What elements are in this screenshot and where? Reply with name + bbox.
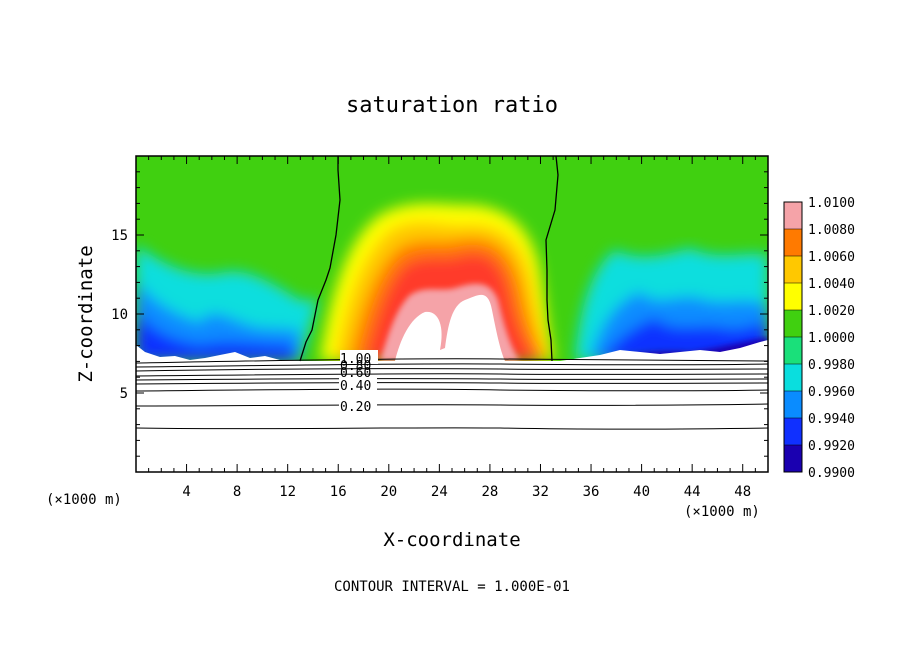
contour-boundary-left [299, 156, 341, 362]
colorbar-swatch [784, 445, 802, 472]
colorbar-label: 0.9900 [808, 466, 855, 481]
contour-lines [136, 358, 768, 430]
contour-interval-note: CONTOUR INTERVAL = 1.000E-01 [334, 579, 570, 595]
x-tick-label: 48 [734, 484, 751, 500]
colorbar-label: 1.0020 [808, 304, 855, 319]
x-tick-label: 28 [481, 484, 498, 500]
heatmap-core-gap [395, 294, 505, 361]
x-unit-label-right: (×1000 m) [684, 504, 760, 520]
colorbar: 1.0100 1.0080 1.0060 1.0040 1.0020 1.0000 0.99… [783, 196, 855, 481]
contour-label: 0.40 [340, 379, 371, 394]
colorbar-label: 1.0040 [808, 277, 855, 292]
colorbar-label: 1.0100 [808, 196, 855, 211]
contour-line [136, 358, 768, 364]
colorbar-label: 0.9960 [808, 385, 855, 400]
colorbar-label: 0.9940 [808, 412, 855, 427]
contour-label-mask [339, 378, 377, 391]
x-axis: 4 8 12 16 20 24 28 32 36 40 44 48 [148, 156, 756, 500]
x-tick-label: 8 [233, 484, 241, 500]
contour-label: 0.60 [340, 366, 371, 381]
x-unit-label-left: (×1000 m) [46, 492, 122, 508]
contour-label-mask [340, 350, 378, 364]
contour-line [136, 403, 768, 407]
heatmap-left-darkblue [136, 310, 300, 361]
y-tick-label: 15 [111, 228, 128, 244]
colorbar-swatch [784, 337, 802, 364]
contour-label: 0.20 [340, 400, 371, 415]
contour-label: 1.00 [340, 352, 371, 367]
colorbar-label: 0.9920 [808, 439, 855, 454]
x-axis-title: X-coordinate [383, 529, 520, 551]
colorbar-swatch [784, 391, 802, 418]
colorbar-swatch [784, 256, 802, 283]
colorbar-swatch [784, 229, 802, 256]
contour-line [136, 382, 768, 385]
colorbar-swatch [784, 418, 802, 445]
colorbar-swatch [784, 310, 802, 337]
contour-line [136, 373, 768, 377]
colorbar-label: 1.0080 [808, 223, 855, 238]
contour-label: 0.80 [340, 359, 371, 374]
colorbar-swatch [784, 364, 802, 391]
contour-label-mask [339, 399, 377, 413]
colorbar-label: 1.0000 [808, 331, 855, 346]
x-tick-label: 44 [684, 484, 701, 500]
heatmap-field [136, 156, 768, 472]
x-tick-label: 36 [583, 484, 600, 500]
y-tick-label: 10 [111, 307, 128, 323]
cloud-base-blank [136, 340, 768, 472]
x-tick-label: 4 [182, 484, 190, 500]
contour-labels: 1.00 0.80 0.60 0.40 0.20 [339, 350, 378, 415]
contour-line [136, 427, 768, 430]
y-tick-label: 5 [120, 386, 128, 402]
x-tick-label: 40 [633, 484, 650, 500]
colorbar-swatch [784, 283, 802, 310]
contour-line [136, 388, 768, 392]
x-tick-label: 16 [330, 484, 347, 500]
contour-boundary-right [545, 156, 559, 362]
colorbar-swatch [784, 202, 802, 229]
y-axis-title: Z-coordinate [75, 245, 97, 382]
x-tick-label: 32 [532, 484, 549, 500]
colorbar-label: 0.9980 [808, 358, 855, 373]
x-tick-label: 20 [380, 484, 397, 500]
x-tick-label: 24 [431, 484, 448, 500]
contour-line [136, 368, 768, 372]
plot-area: 1.00 0.80 0.60 0.40 0.20 [136, 156, 768, 472]
colorbar-label: 1.0060 [808, 250, 855, 265]
x-tick-label: 12 [279, 484, 296, 500]
y-axis: 5 10 15 [111, 171, 768, 457]
contour-line [136, 378, 768, 381]
chart-title: saturation ratio [346, 93, 558, 118]
contour-line [136, 363, 768, 368]
